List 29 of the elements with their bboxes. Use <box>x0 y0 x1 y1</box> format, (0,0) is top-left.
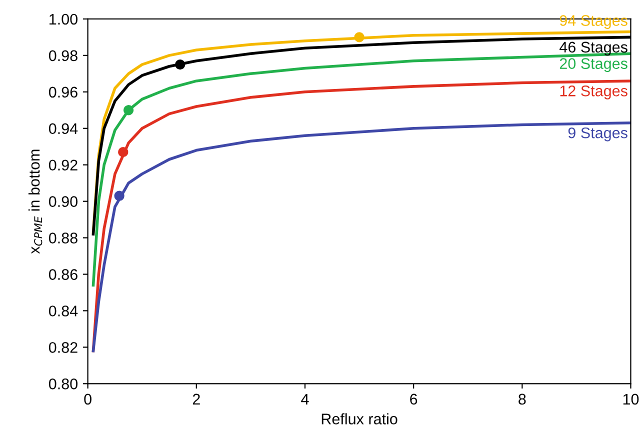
point <box>175 59 186 70</box>
y-tick-label: 0.82 <box>48 342 78 353</box>
y-tick-label: 0.86 <box>48 269 78 280</box>
x-tick-label: 0 <box>84 394 92 405</box>
x-tick-label: 2 <box>192 394 200 404</box>
x-tick-label: 8 <box>518 394 526 405</box>
y-tick-label: 0.88 <box>48 232 78 244</box>
point <box>114 190 124 201</box>
y-tick-label: 0.98 <box>48 50 78 62</box>
y-tick-label: 0.96 <box>48 86 78 98</box>
y-tick-label: 0.90 <box>48 196 78 208</box>
series-label: 12 Stages <box>560 86 628 100</box>
x-tick-label: 10 <box>623 394 639 405</box>
point <box>118 146 128 158</box>
y-tick-label: 1.00 <box>50 14 78 25</box>
series-label: 9 Stages <box>568 127 628 142</box>
y-tick-label: 0.92 <box>48 160 78 171</box>
line-series <box>92 122 631 352</box>
x-axis-title: Reflux ratio <box>322 413 398 424</box>
y-tick-label: 0.80 <box>48 378 78 390</box>
y-tick-label: 0.94 <box>48 123 78 134</box>
y-tick-label: 0.84 <box>48 306 78 316</box>
point <box>123 105 134 116</box>
series-label: 20 Stages <box>560 58 628 72</box>
series-label: 46 Stages <box>560 42 628 56</box>
y-axis-title: x$_{CPME}$ in bottom <box>28 150 42 254</box>
x-tick-label: 6 <box>410 394 418 405</box>
x-tick-label: 4 <box>301 394 309 404</box>
point <box>354 32 364 42</box>
